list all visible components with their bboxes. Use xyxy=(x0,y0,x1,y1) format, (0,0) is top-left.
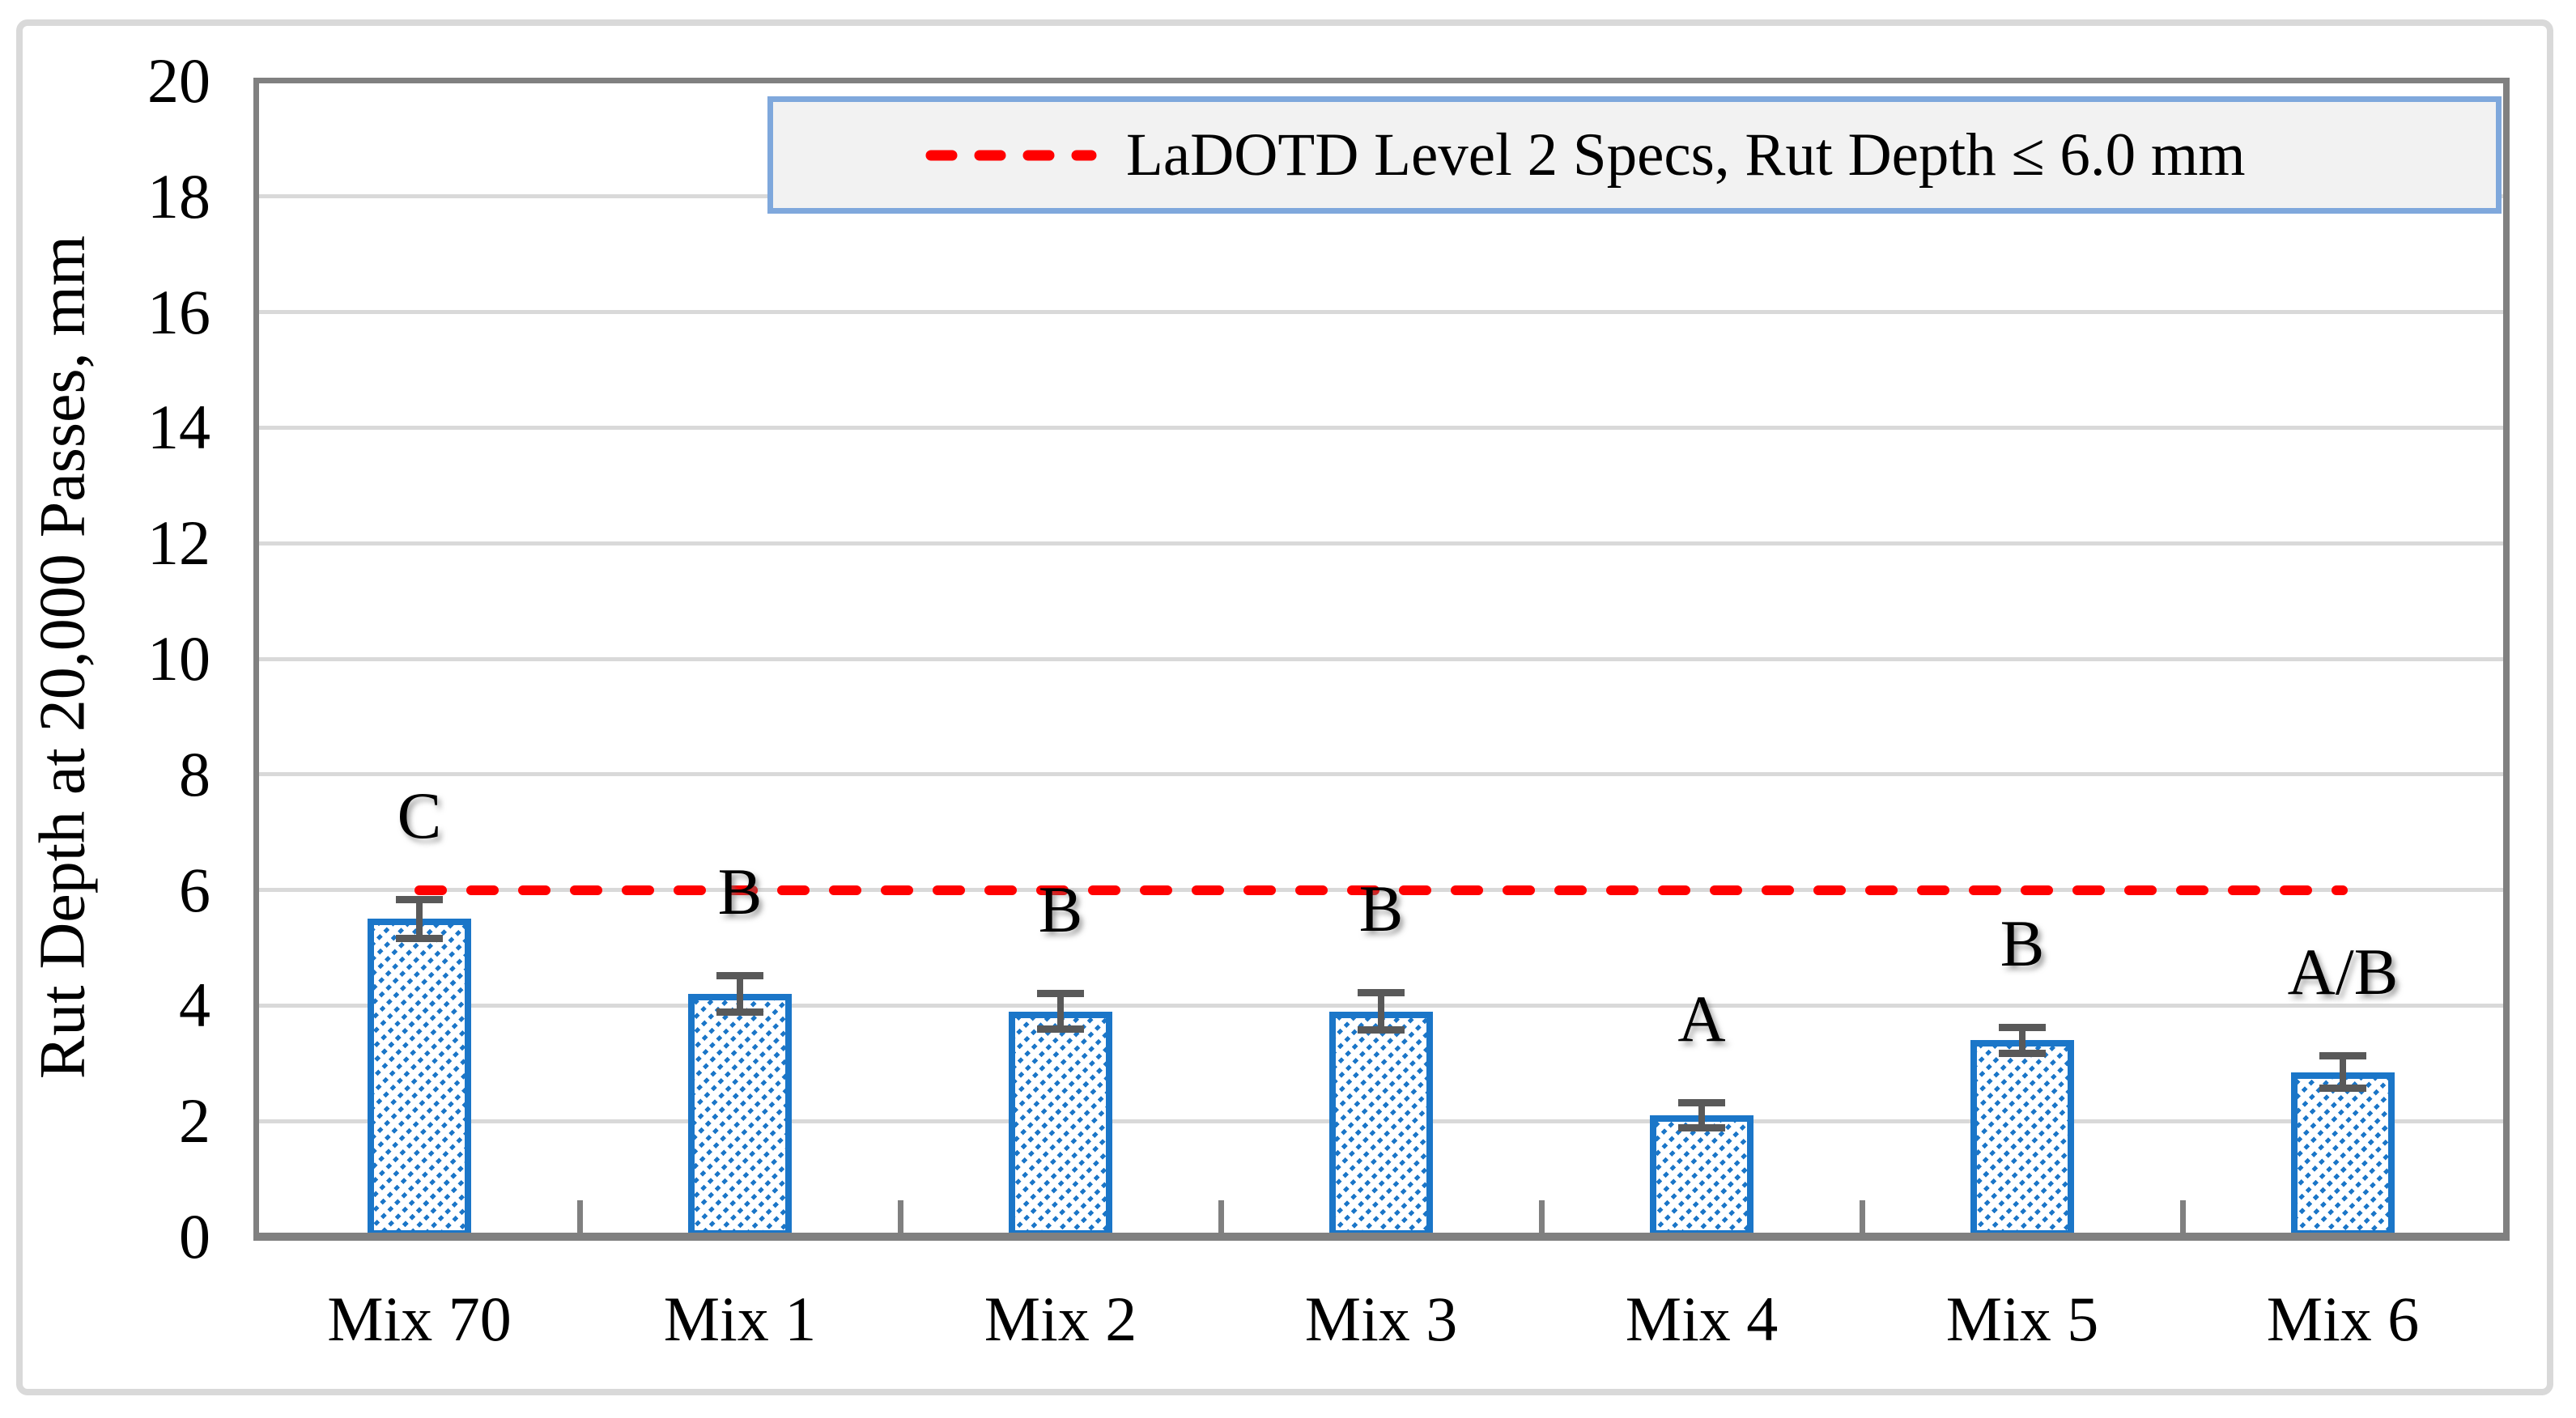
x-axis-tick xyxy=(576,1200,583,1237)
significance-letter: C xyxy=(397,778,442,852)
error-bar xyxy=(1999,1023,2046,1057)
error-bar-bottom-cap xyxy=(2319,1084,2366,1092)
bar-mix-70 xyxy=(368,919,471,1237)
y-axis-line xyxy=(253,78,259,1241)
plot-area: C B B B A B A/B xyxy=(253,78,2510,1241)
error-bar-stem xyxy=(2019,1023,2026,1057)
significance-letter: B xyxy=(2000,906,2045,980)
x-axis-category-label: Mix 4 xyxy=(1625,1284,1779,1354)
significance-letter: A xyxy=(1677,982,1726,1056)
error-bar-bottom-cap xyxy=(1999,1049,2046,1057)
legend-dashed-line-sample xyxy=(925,150,1097,160)
legend: LaDOTD Level 2 Specs, Rut Depth ≤ 6.0 mm xyxy=(767,96,2502,214)
plot-border-top xyxy=(253,78,2510,83)
x-axis-category-label: Mix 70 xyxy=(327,1284,512,1354)
bar-mix-2 xyxy=(1009,1011,1112,1237)
figure-border xyxy=(16,19,2553,1395)
y-axis-tick-label: 14 xyxy=(147,392,210,463)
error-bar-bottom-cap xyxy=(1358,1026,1405,1034)
error-bar-stem xyxy=(1698,1099,1705,1132)
error-bar-stem xyxy=(2340,1052,2346,1092)
y-axis-tick-label: 10 xyxy=(147,623,210,694)
error-bar-bottom-cap xyxy=(716,1008,763,1017)
error-bar-bottom-cap xyxy=(396,934,443,942)
significance-letter: A/B xyxy=(2287,935,2399,1009)
bar-mix-1 xyxy=(688,994,792,1237)
significance-letter: B xyxy=(1038,872,1083,947)
plot-border-right xyxy=(2503,78,2510,1241)
y-axis-tick-label: 16 xyxy=(147,276,210,347)
legend-label: LaDOTD Level 2 Specs, Rut Depth ≤ 6.0 mm xyxy=(1126,121,2246,189)
error-bar xyxy=(716,972,763,1017)
significance-letter: B xyxy=(717,855,763,928)
y-axis-tick-label: 4 xyxy=(179,970,210,1041)
y-axis-tick-label: 2 xyxy=(179,1085,210,1157)
y-axis-tick-label: 18 xyxy=(147,160,210,231)
error-bar-bottom-cap xyxy=(1037,1025,1084,1033)
gridline-y-8 xyxy=(259,772,2503,777)
error-bar xyxy=(1358,988,1405,1034)
gridline-y-14 xyxy=(259,425,2503,430)
significance-letter: B xyxy=(1358,871,1404,945)
bar-mix-5 xyxy=(1970,1040,2074,1237)
gridline-y-16 xyxy=(259,310,2503,315)
gridline-y-6 xyxy=(259,888,2503,893)
y-axis-tick-label: 6 xyxy=(179,854,210,925)
x-axis-line xyxy=(253,1233,2510,1241)
error-bar xyxy=(1037,990,1084,1033)
gridline-y-12 xyxy=(259,541,2503,546)
y-axis-tick-label: 20 xyxy=(147,45,210,116)
gridline-y-10 xyxy=(259,656,2503,661)
x-axis-tick xyxy=(2179,1200,2186,1237)
error-bar xyxy=(2319,1052,2366,1092)
y-axis-tick-label: 8 xyxy=(179,738,210,809)
error-bar xyxy=(396,895,443,942)
error-bar-stem xyxy=(1057,990,1064,1033)
bar-mix-4 xyxy=(1650,1115,1753,1237)
error-bar-stem xyxy=(416,895,423,942)
bar-mix-6 xyxy=(2291,1072,2395,1237)
y-axis-tick-label: 12 xyxy=(147,507,210,579)
x-axis-tick xyxy=(1859,1200,1865,1237)
x-axis-tick xyxy=(1538,1200,1545,1237)
error-bar-bottom-cap xyxy=(1678,1124,1725,1132)
spec-limit-dashed-line xyxy=(414,885,2348,895)
error-bar xyxy=(1678,1099,1725,1132)
x-axis-category-label: Mix 1 xyxy=(663,1284,817,1354)
x-axis-category-label: Mix 3 xyxy=(1304,1284,1458,1354)
x-axis-tick xyxy=(897,1200,903,1237)
error-bar-stem xyxy=(737,972,743,1017)
x-axis-category-label: Mix 5 xyxy=(1945,1284,2099,1354)
error-bar-stem xyxy=(1378,988,1384,1034)
bar-mix-3 xyxy=(1329,1011,1433,1237)
x-axis-tick xyxy=(1218,1200,1224,1237)
x-axis-category-label: Mix 2 xyxy=(984,1284,1137,1354)
y-axis-tick-label: 0 xyxy=(179,1201,210,1272)
x-axis-category-label: Mix 6 xyxy=(2266,1284,2420,1354)
